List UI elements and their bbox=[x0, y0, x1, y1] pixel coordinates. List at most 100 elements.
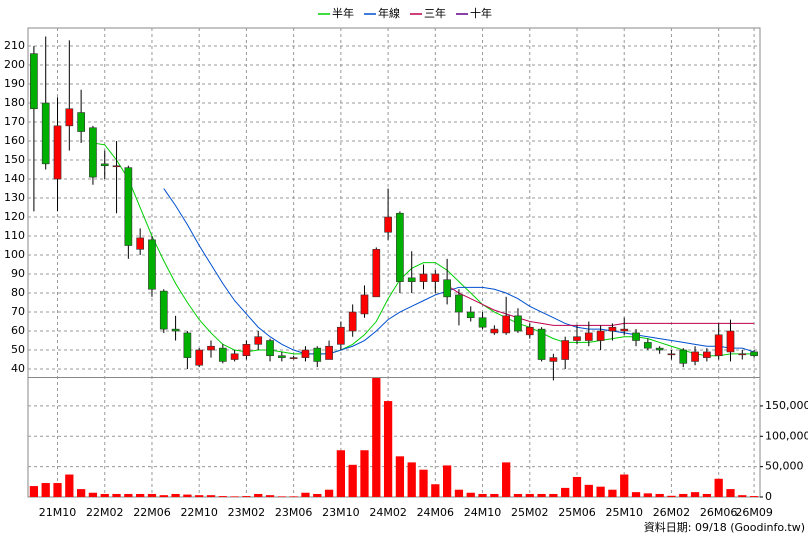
volume-bar bbox=[702, 493, 712, 497]
y-tick-label: 180 bbox=[4, 96, 25, 109]
candle-body bbox=[136, 237, 145, 250]
volume-bar bbox=[289, 496, 298, 497]
volume-bar bbox=[395, 456, 405, 497]
x-tick-label: 24M02 bbox=[369, 506, 407, 519]
x-tick-label: 25M06 bbox=[558, 506, 596, 519]
volume-bar bbox=[454, 489, 464, 497]
candle-body bbox=[159, 290, 168, 330]
volume-bar bbox=[195, 495, 204, 497]
volume-bar bbox=[643, 493, 652, 497]
volume-bar bbox=[277, 496, 286, 497]
volume-bar bbox=[525, 493, 534, 497]
candle-body bbox=[183, 332, 192, 358]
volume-bar bbox=[596, 486, 605, 497]
candle-body bbox=[667, 353, 676, 356]
candle-body bbox=[313, 347, 322, 362]
y-tick-label: 190 bbox=[4, 77, 25, 90]
y-tick-label: 50 bbox=[11, 343, 25, 356]
x-tick-label: 23M06 bbox=[275, 506, 313, 519]
volume-bar bbox=[572, 476, 582, 497]
volume-bar bbox=[230, 496, 239, 497]
volume-bar bbox=[147, 493, 157, 497]
candle-body bbox=[549, 357, 558, 362]
volume-bar bbox=[714, 478, 723, 497]
candle-body bbox=[360, 294, 369, 315]
candle-body bbox=[490, 328, 499, 334]
volume-bar bbox=[76, 489, 86, 497]
candle-body bbox=[632, 332, 640, 341]
y-tick-label: 40 bbox=[11, 362, 25, 375]
candle-body bbox=[325, 345, 333, 360]
volume-bar bbox=[407, 462, 416, 497]
candle-body bbox=[65, 108, 74, 127]
candle-body bbox=[53, 125, 62, 180]
volume-bar bbox=[561, 487, 570, 497]
volume-bar bbox=[136, 493, 145, 497]
x-tick-label: 25M02 bbox=[511, 506, 549, 519]
x-tick-label: 22M02 bbox=[86, 506, 124, 519]
candle-body bbox=[620, 328, 629, 332]
candle-body bbox=[573, 336, 581, 341]
y-tick-label: 200 bbox=[4, 58, 25, 71]
candle-body bbox=[230, 353, 239, 360]
volume-bar bbox=[490, 493, 499, 497]
candle-body bbox=[596, 330, 605, 341]
volume-bar bbox=[348, 464, 357, 497]
volume-bar bbox=[419, 469, 428, 497]
volume-bar bbox=[620, 474, 629, 497]
candle-body bbox=[77, 112, 85, 132]
volume-bar bbox=[383, 401, 393, 497]
candle-body bbox=[525, 326, 534, 336]
volume-bar bbox=[112, 493, 121, 497]
candle-body bbox=[289, 357, 298, 359]
volume-bar bbox=[631, 492, 641, 497]
footer: 資料日期: 09/18 (Goodinfo.tw) bbox=[644, 520, 805, 534]
legend-label: 半年 bbox=[332, 6, 354, 20]
y2-tick-label: 100,000 bbox=[765, 429, 808, 442]
y-tick-label: 80 bbox=[11, 286, 25, 299]
candle-body bbox=[254, 336, 263, 345]
volume-bar bbox=[667, 495, 676, 497]
volume-bar bbox=[738, 495, 747, 497]
candle-body bbox=[207, 345, 215, 351]
volume-bar bbox=[549, 493, 558, 497]
volume-bar bbox=[171, 493, 180, 497]
volume-bar bbox=[41, 483, 50, 497]
y-tick-label: 210 bbox=[4, 39, 25, 52]
y-tick-label: 160 bbox=[4, 134, 25, 147]
volume-bar bbox=[655, 493, 664, 497]
volume-bar bbox=[53, 483, 62, 497]
volume-bar bbox=[360, 450, 369, 497]
volume-bar bbox=[513, 493, 523, 497]
x-tick-label: 23M02 bbox=[228, 506, 266, 519]
volume-bar bbox=[478, 493, 487, 497]
y-tick-label: 100 bbox=[4, 248, 25, 261]
y-tick-label: 170 bbox=[4, 115, 25, 128]
volume-bar bbox=[159, 495, 168, 497]
candle-body bbox=[726, 330, 735, 353]
candle-body bbox=[431, 273, 440, 282]
candle-body bbox=[466, 311, 475, 319]
ma-line bbox=[163, 188, 755, 355]
candle-body bbox=[337, 326, 345, 345]
candle-body bbox=[443, 279, 451, 298]
volume-bar bbox=[206, 495, 216, 497]
candle-body bbox=[584, 332, 593, 341]
x-tick-label: 26M02 bbox=[653, 506, 691, 519]
volume-bar bbox=[726, 489, 735, 497]
y-tick-label: 140 bbox=[4, 172, 25, 185]
candle-body bbox=[195, 349, 204, 366]
candle-body bbox=[41, 102, 50, 165]
candle-body bbox=[171, 328, 180, 332]
candle-body bbox=[266, 340, 274, 357]
x-tick-label: 26M06 bbox=[700, 506, 738, 519]
legend-label: 十年 bbox=[470, 6, 492, 20]
volume-bar bbox=[502, 462, 511, 497]
candle-body bbox=[396, 212, 404, 282]
volume-bar bbox=[100, 493, 109, 497]
volume-bar bbox=[537, 493, 546, 497]
candle-body bbox=[750, 351, 758, 357]
volume-bar bbox=[301, 492, 310, 497]
ma-line bbox=[92, 142, 755, 357]
candle-body bbox=[703, 351, 711, 358]
